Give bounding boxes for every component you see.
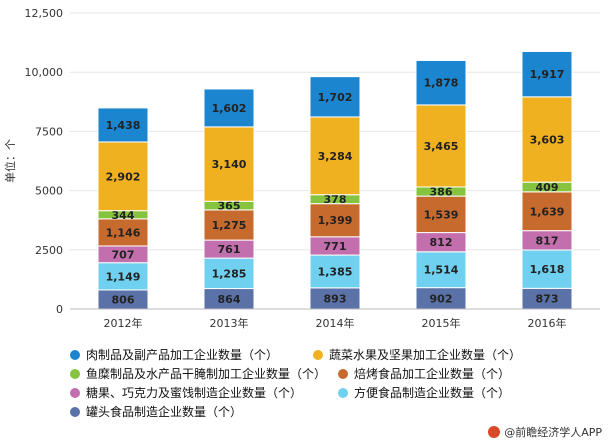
bars: 806 1,149 707 1,146 344 2,902 1,438 864 1,285 761… [97, 50, 573, 310]
data-label: 1,618 [530, 263, 565, 276]
x-tick-label: 2015年 [422, 316, 461, 330]
bar-stack-0: 806 1,149 707 1,146 344 2,902 1,438 [97, 107, 149, 310]
bar-segment[interactable] [521, 50, 573, 98]
data-label: 3,284 [318, 150, 353, 163]
legend-label: 蔬菜水果及坚果加工企业数量（个） [329, 348, 522, 362]
legend-label: 肉制品及副产品加工企业数量（个） [86, 348, 279, 362]
legend-color-dot [338, 368, 348, 379]
bar-segment[interactable] [309, 254, 361, 289]
legend-item-fish-aquatic[interactable]: 鱼糜制品及水产品干腌制加工企业数量（个） [70, 365, 326, 382]
bar-segment[interactable] [309, 76, 361, 118]
bar-segment[interactable] [415, 104, 467, 188]
y-axis-ticks: 0 2500 5000 7500 10,000 12,500 [25, 7, 64, 316]
data-label: 1,146 [106, 226, 141, 239]
data-label: 1,149 [106, 270, 141, 283]
legend-item-canned-food[interactable]: 罐头食品制造企业数量（个） [70, 403, 242, 420]
legend-item-vegetable-fruit-nut[interactable]: 蔬菜水果及坚果加工企业数量（个） [313, 346, 521, 363]
data-label: 1,917 [530, 68, 565, 81]
data-label: 806 [112, 293, 135, 306]
x-axis-ticks: 2012年 2013年 2014年 2015年 2016年 [104, 316, 567, 330]
bar-segment[interactable] [97, 141, 149, 212]
legend-item-meat[interactable]: 肉制品及副产品加工企业数量（个） [70, 346, 278, 363]
data-label: 893 [324, 292, 347, 305]
y-axis-label: 单位：个 [3, 139, 17, 183]
bar-segment[interactable] [203, 257, 255, 290]
data-label: 1,275 [212, 219, 247, 232]
bar-segment[interactable] [97, 218, 149, 247]
data-label: 3,465 [424, 140, 459, 153]
data-label: 771 [324, 240, 347, 253]
bar-segment[interactable] [97, 107, 149, 143]
y-tick-label: 5000 [35, 185, 63, 198]
bar-segment[interactable] [203, 88, 255, 128]
source-credit: @前瞻经济学人APP [488, 424, 602, 440]
x-tick-label: 2016年 [528, 316, 567, 330]
bar-segment[interactable] [309, 116, 361, 196]
data-label: 1,285 [212, 267, 247, 280]
bar-segment[interactable] [415, 195, 467, 234]
data-label: 873 [536, 293, 559, 306]
data-label: 365 [218, 200, 241, 213]
legend-color-dot [338, 387, 348, 398]
brand-logo-icon [488, 426, 501, 438]
stacked-bar-chart: 0 2500 5000 7500 10,000 12,500 806 1,149 707 1,1… [3, 7, 600, 330]
data-label: 902 [430, 292, 453, 305]
x-tick-label: 2012年 [104, 316, 143, 330]
data-label: 1,514 [424, 264, 459, 277]
bar-stack-3: 902 1,514 812 1,539 386 3,465 1,878 [415, 59, 467, 310]
data-label: 1,702 [318, 91, 353, 104]
data-label: 2,902 [106, 170, 141, 183]
legend-color-dot [70, 349, 80, 360]
data-label: 1,602 [212, 102, 247, 115]
data-label: 1,639 [530, 205, 565, 218]
data-label: 761 [218, 243, 241, 256]
x-tick-label: 2013年 [210, 316, 249, 330]
bar-segment[interactable] [521, 96, 573, 183]
legend-color-dot [313, 349, 323, 360]
bar-segment[interactable] [97, 262, 149, 291]
legend-label: 糖果、巧克力及蜜饯制造企业数量（个） [86, 386, 303, 400]
legend-label: 方便食品制造企业数量（个） [354, 386, 511, 400]
bar-segment[interactable] [521, 191, 573, 232]
data-label: 1,399 [318, 214, 353, 227]
data-label: 378 [324, 193, 347, 206]
data-label: 812 [430, 236, 453, 249]
legend-color-dot [70, 368, 80, 379]
data-label: 3,603 [530, 134, 565, 147]
legend-item-candy-chocolate[interactable]: 糖果、巧克力及蜜饯制造企业数量（个） [70, 384, 302, 401]
data-label: 1,539 [424, 208, 459, 221]
y-tick-label: 2500 [35, 244, 63, 257]
data-label: 386 [430, 186, 453, 199]
legend-item-bakery[interactable]: 焙烤食品加工企业数量（个） [338, 365, 510, 382]
legend-item-convenience-food[interactable]: 方便食品制造企业数量（个） [338, 384, 510, 401]
y-tick-label: 10,000 [25, 66, 64, 79]
data-label: 409 [536, 181, 559, 194]
legend-label: 罐头食品制造企业数量（个） [86, 405, 243, 419]
data-label: 817 [536, 234, 559, 247]
data-label: 344 [112, 209, 135, 222]
legend-color-dot [70, 387, 80, 398]
x-tick-label: 2014年 [316, 316, 355, 330]
data-label: 864 [218, 293, 241, 306]
data-label: 1,438 [106, 119, 141, 132]
bar-segment[interactable] [203, 126, 255, 202]
y-tick-label: 0 [56, 303, 63, 316]
legend-label: 鱼糜制品及水产品干腌制加工企业数量（个） [86, 367, 327, 381]
data-label: 3,140 [212, 158, 247, 171]
data-label: 707 [112, 248, 135, 261]
y-tick-label: 7500 [35, 125, 63, 138]
data-label: 1,385 [318, 265, 353, 278]
credit-text: @前瞻经济学人APP [504, 426, 602, 439]
bar-stack-1: 864 1,285 761 1,275 365 3,140 1,602 [203, 88, 255, 310]
bar-segment[interactable] [415, 59, 467, 106]
y-tick-label: 12,500 [25, 7, 64, 20]
legend-color-dot [70, 406, 80, 417]
legend-label: 焙烤食品加工企业数量（个） [354, 367, 511, 381]
data-label: 1,878 [424, 77, 459, 90]
bar-stack-2: 893 1,385 771 1,399 378 3,284 1,702 [309, 76, 361, 310]
bar-segment[interactable] [521, 249, 573, 289]
bar-stack-4: 873 1,618 817 1,639 409 3,603 1,917 [521, 50, 573, 310]
